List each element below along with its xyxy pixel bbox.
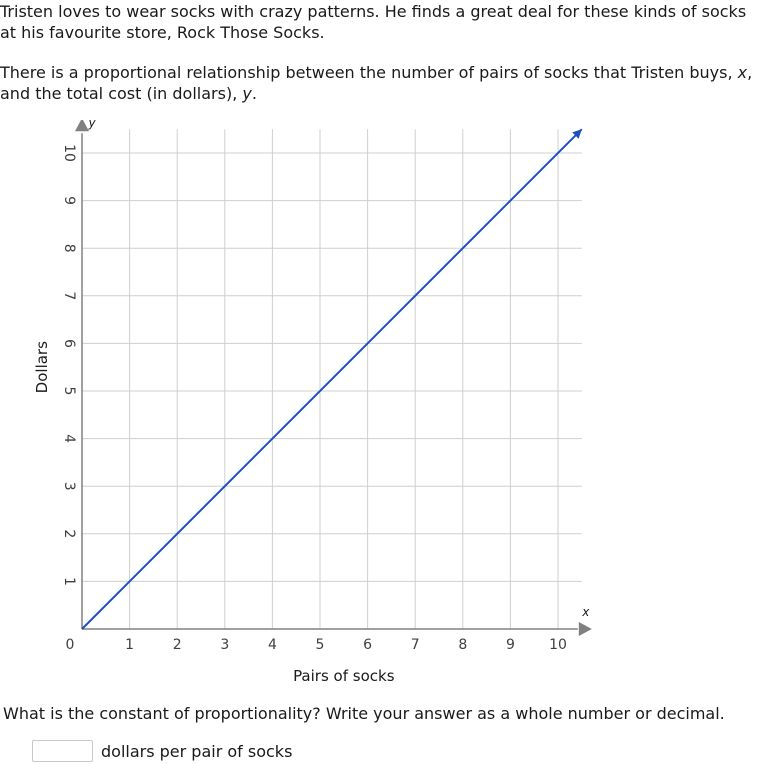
x-axis-title: Pairs of socks	[293, 667, 395, 685]
y-axis-variable: y	[87, 120, 96, 130]
y-tick-label: 6	[61, 339, 77, 348]
answer-unit-label: dollars per pair of socks	[101, 742, 293, 761]
problem-line-4-start: and the total cost (in dollars),	[0, 84, 243, 103]
y-tick-label: 5	[61, 387, 77, 396]
x-tick-label: 9	[506, 637, 515, 653]
y-tick-label: 1	[61, 577, 77, 586]
variable-y: y	[242, 84, 252, 103]
origin-label: 0	[66, 637, 75, 653]
x-tick-label: 6	[363, 637, 372, 653]
x-tick-label: 10	[549, 637, 567, 653]
tick-labels: 1 2 3 4 5 6 7 8 9 10 1 2 3 4 5 6 7 8 9 10 0	[61, 144, 567, 653]
x-tick-label: 4	[268, 637, 277, 653]
problem-paragraph-2: There is a proportional relationship bet…	[0, 62, 760, 104]
series-arrow-icon	[572, 129, 582, 139]
variable-x: x	[737, 63, 748, 82]
x-axis-variable: x	[581, 605, 590, 619]
axes	[75, 120, 592, 636]
y-tick-label: 7	[61, 291, 77, 300]
problem-paragraph-1: Tristen loves to wear socks with crazy p…	[0, 1, 760, 43]
problem-line-2: at his favourite store, Rock Those Socks…	[0, 23, 325, 42]
y-tick-label: 9	[61, 196, 77, 205]
y-axis-arrow-icon	[75, 120, 89, 132]
y-tick-label: 10	[61, 144, 77, 162]
problem-line-1: Tristen loves to wear socks with crazy p…	[0, 2, 747, 21]
x-tick-label: 5	[316, 637, 325, 653]
question-text: What is the constant of proportionality?…	[3, 704, 725, 723]
y-tick-label: 3	[61, 482, 77, 491]
y-tick-label: 4	[61, 434, 77, 443]
x-tick-label: 1	[125, 637, 134, 653]
data-series	[81, 128, 583, 630]
x-tick-label: 7	[411, 637, 420, 653]
y-tick-label: 8	[61, 244, 77, 253]
y-tick-label: 2	[61, 529, 77, 538]
grid-lines	[82, 129, 582, 629]
x-tick-label: 2	[173, 637, 182, 653]
series-line	[81, 128, 583, 630]
y-axis-title: Dollars	[33, 341, 51, 393]
proportional-line-graph: 1 2 3 4 5 6 7 8 9 10 1 2 3 4 5 6 7 8 9 10 0 Pairs of socks D…	[33, 120, 592, 685]
problem-line-3-end: ,	[747, 63, 753, 82]
x-axis-arrow-icon	[578, 622, 592, 636]
problem-line-3-start: There is a proportional relationship bet…	[0, 63, 738, 82]
answer-input[interactable]	[32, 740, 93, 762]
x-tick-label: 3	[220, 637, 229, 653]
problem-line-4-end: .	[251, 84, 257, 103]
x-tick-label: 8	[458, 637, 467, 653]
